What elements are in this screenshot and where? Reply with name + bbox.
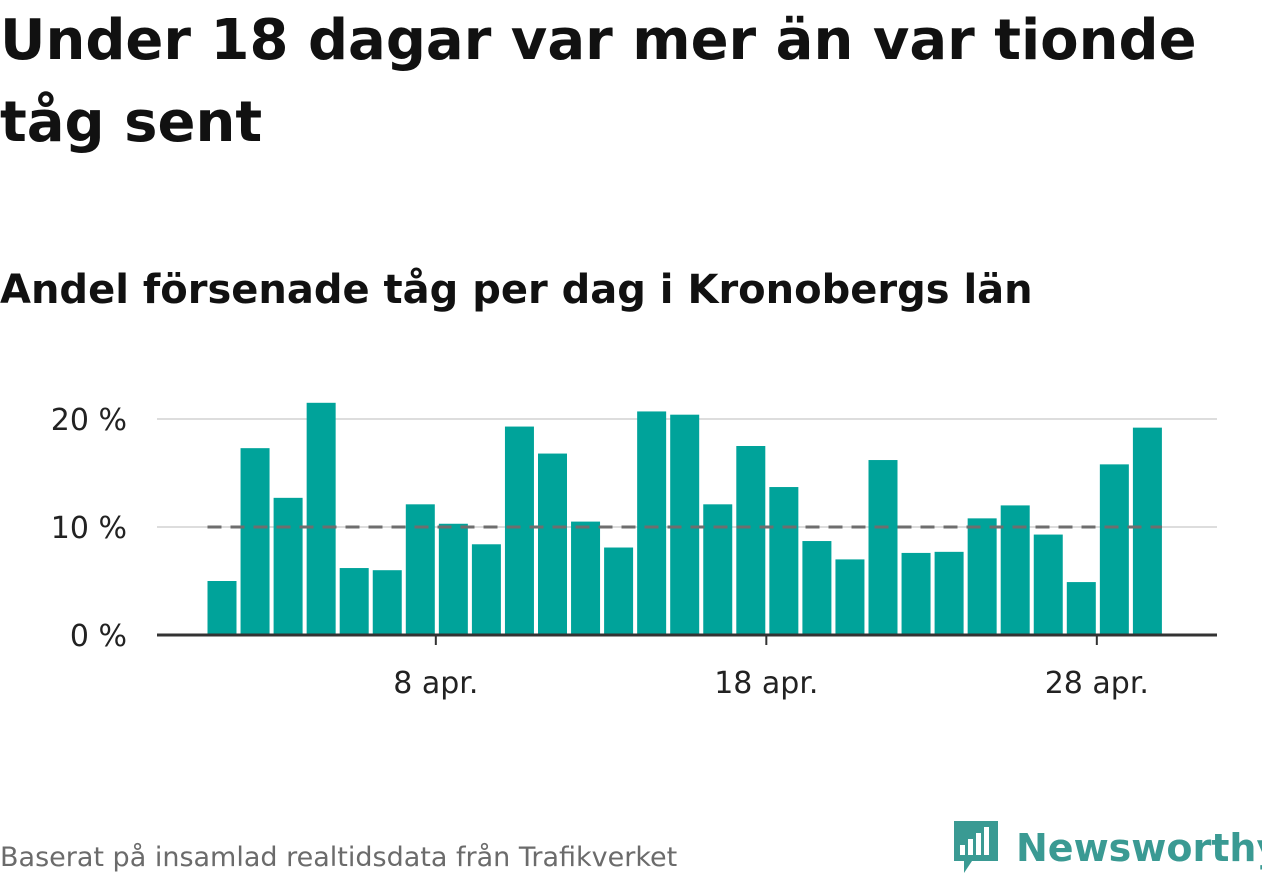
y-tick-label: 20 % <box>51 403 127 438</box>
bar <box>1033 534 1063 635</box>
bar <box>1066 582 1096 635</box>
bars <box>207 402 1162 635</box>
y-tick-label: 0 % <box>70 619 127 654</box>
x-tick-label: 28 apr. <box>1045 666 1149 701</box>
source-note: Baserat på insamlad realtidsdata från Tr… <box>0 842 678 873</box>
bar <box>835 559 865 635</box>
bar <box>538 453 567 635</box>
bar <box>504 426 534 635</box>
x-axis-tick-labels: 8 apr. 18 apr. 28 apr. <box>393 666 1149 701</box>
bar <box>438 523 468 635</box>
bar <box>670 414 700 635</box>
bar <box>604 547 634 635</box>
bar <box>901 552 931 635</box>
bar <box>571 521 601 635</box>
headline: Under 18 dagar var mer än var tionde tåg… <box>0 8 1197 155</box>
x-axis <box>157 633 1217 645</box>
bar <box>273 497 303 635</box>
bar <box>240 448 270 635</box>
bar <box>372 570 402 635</box>
bar <box>736 446 766 635</box>
bar <box>339 568 369 635</box>
bar <box>471 544 501 635</box>
bar <box>306 402 336 635</box>
chart-subtitle: Andel försenade tåg per dag i Kronobergs… <box>0 267 1033 313</box>
brand-logo-group: Newsworthy <box>950 816 1262 880</box>
bar <box>934 551 964 635</box>
brand-name: Newsworthy <box>1016 826 1262 870</box>
bar <box>1099 464 1129 635</box>
bar <box>802 541 832 635</box>
bar <box>207 581 237 635</box>
bar <box>967 518 997 635</box>
bar-chart: 0 % 10 % 20 % 8 apr. 18 apr. 28 apr. <box>51 402 1217 701</box>
x-tick-label: 18 apr. <box>714 666 818 701</box>
y-tick-label: 10 % <box>51 511 127 546</box>
bar <box>1000 505 1030 635</box>
bar <box>637 411 667 635</box>
bar <box>405 504 435 635</box>
y-axis-tick-labels: 0 % 10 % 20 % <box>51 403 127 654</box>
newsworthy-logo-icon <box>954 821 998 873</box>
bar <box>1132 427 1162 635</box>
bar <box>769 487 799 635</box>
bar <box>703 504 733 635</box>
x-tick-label: 8 apr. <box>393 666 478 701</box>
bar <box>868 460 898 635</box>
